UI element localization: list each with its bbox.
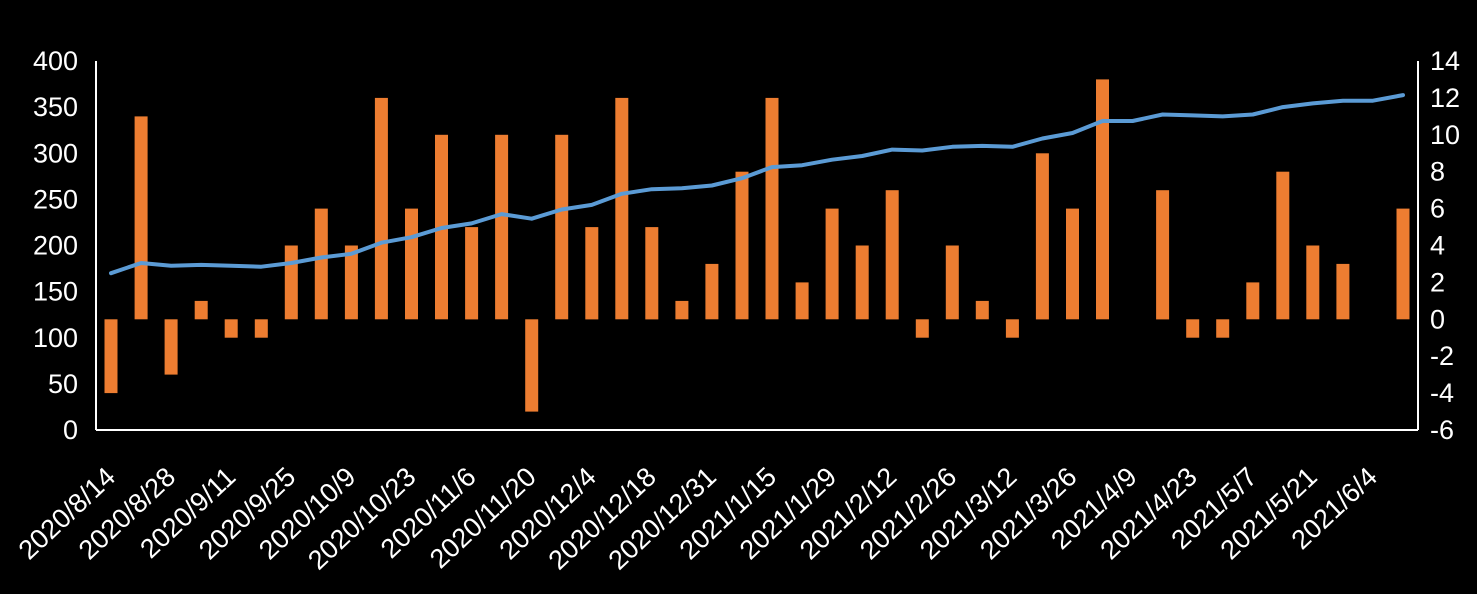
right-axis-tick-label: 8 bbox=[1430, 157, 1445, 187]
bar bbox=[254, 319, 268, 338]
right-axis-tick-label: 10 bbox=[1430, 120, 1460, 150]
bar bbox=[855, 245, 869, 320]
bar bbox=[1276, 171, 1290, 320]
bar bbox=[1396, 208, 1410, 320]
bar bbox=[1035, 153, 1049, 320]
left-axis-tick-label: 150 bbox=[33, 277, 78, 307]
left-axis-tick-label: 250 bbox=[33, 184, 78, 214]
bar bbox=[1066, 208, 1079, 320]
left-axis-tick-label: 400 bbox=[33, 46, 78, 76]
bar bbox=[314, 208, 328, 320]
bar bbox=[1005, 319, 1019, 338]
bar bbox=[405, 208, 418, 320]
bar bbox=[555, 134, 569, 320]
bar bbox=[134, 116, 148, 320]
left-axis-tick-label: 350 bbox=[33, 92, 78, 122]
bar bbox=[885, 190, 899, 320]
left-axis-tick-label: 50 bbox=[48, 369, 78, 399]
right-axis-tick-label: 12 bbox=[1430, 83, 1460, 113]
bar bbox=[194, 300, 208, 320]
bar bbox=[945, 245, 959, 320]
bar bbox=[1096, 79, 1109, 320]
bar bbox=[765, 97, 779, 320]
bar bbox=[795, 282, 809, 320]
bar bbox=[1216, 319, 1230, 338]
bar bbox=[1156, 190, 1170, 320]
bar bbox=[374, 97, 388, 320]
right-axis-tick-label: 2 bbox=[1430, 267, 1445, 297]
right-axis-tick-label: -2 bbox=[1430, 341, 1454, 371]
bar bbox=[525, 319, 539, 412]
bar bbox=[1306, 245, 1320, 320]
right-axis-tick-label: 4 bbox=[1430, 231, 1445, 261]
bar bbox=[705, 263, 719, 320]
bar bbox=[164, 319, 178, 375]
bar bbox=[585, 227, 599, 320]
bar bbox=[975, 300, 989, 320]
bar bbox=[104, 319, 118, 394]
bar bbox=[1246, 282, 1260, 320]
right-axis-tick-label: 6 bbox=[1430, 194, 1445, 224]
right-axis-tick-label: -6 bbox=[1430, 415, 1454, 445]
right-axis-tick-label: 14 bbox=[1430, 46, 1460, 76]
bar bbox=[465, 227, 479, 320]
right-axis-tick-label: -4 bbox=[1430, 378, 1454, 408]
bar bbox=[344, 245, 358, 320]
left-axis-tick-label: 200 bbox=[33, 231, 78, 261]
bar bbox=[284, 245, 298, 320]
right-axis-tick-label: 0 bbox=[1430, 304, 1445, 334]
trend-line bbox=[109, 93, 1405, 276]
bar bbox=[675, 300, 689, 320]
bar bbox=[825, 208, 839, 320]
left-axis-tick-label: 300 bbox=[33, 138, 78, 168]
left-axis-tick-label: 0 bbox=[63, 415, 78, 445]
bar bbox=[1186, 319, 1200, 338]
left-axis-tick-label: 100 bbox=[33, 323, 78, 353]
bar bbox=[615, 97, 629, 320]
bar bbox=[735, 171, 749, 320]
bar bbox=[915, 319, 929, 338]
bar bbox=[224, 319, 238, 338]
bar bbox=[495, 134, 509, 320]
bar bbox=[645, 227, 659, 320]
bar bbox=[1336, 263, 1350, 320]
